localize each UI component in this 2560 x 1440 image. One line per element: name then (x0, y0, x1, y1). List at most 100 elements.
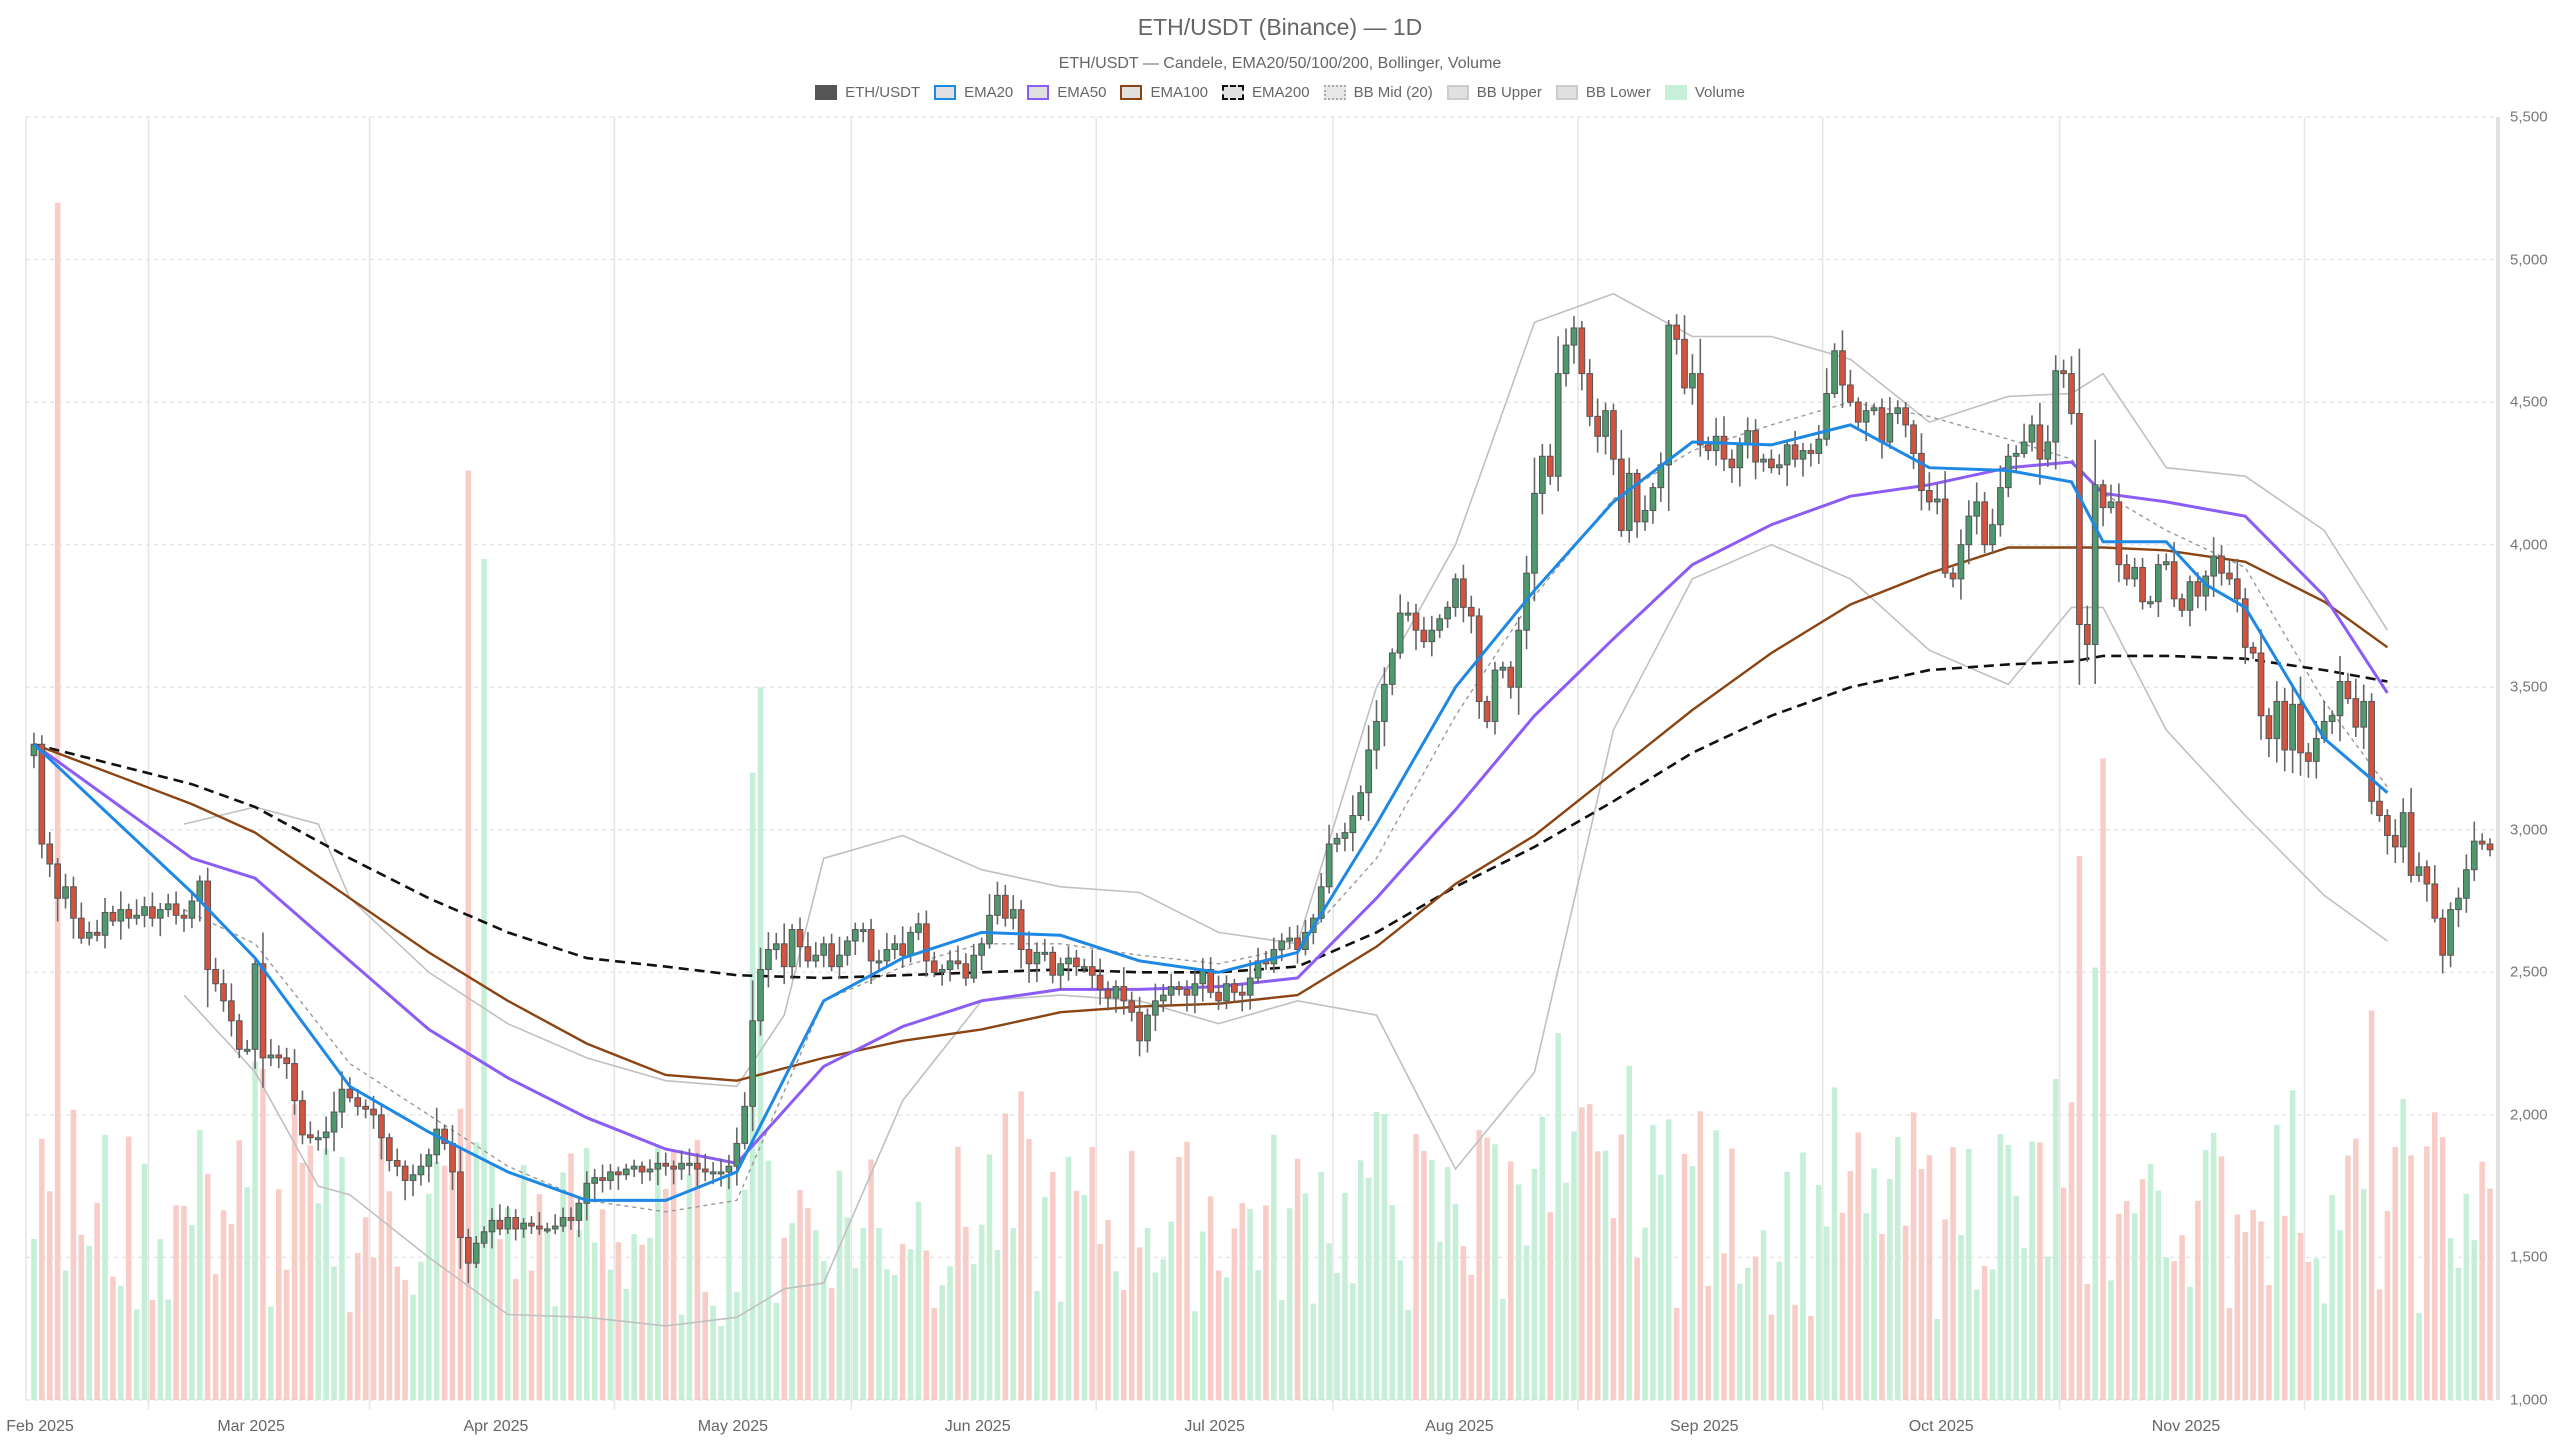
legend-item-ema50[interactable]: EMA50 (1027, 84, 1106, 101)
volume-bar (1816, 1185, 1822, 1400)
volume-bar (1405, 1309, 1411, 1400)
candle-down (204, 880, 212, 970)
volume-bar (1934, 1318, 1940, 1400)
candle-down (1941, 498, 1949, 574)
candle-up (851, 929, 859, 942)
volume-bar (2274, 1124, 2280, 1400)
volume-bar (86, 1245, 92, 1400)
candle-up (1499, 666, 1507, 671)
volume-bar (813, 1230, 819, 1400)
candle-up (1341, 832, 1349, 839)
candle-up (1602, 410, 1609, 437)
volume-bar (1555, 1033, 1561, 1400)
candle-up (1997, 487, 2004, 526)
candle-down (1507, 666, 1515, 688)
volume-bar (1073, 1190, 1080, 1400)
legend-item-bb-lower[interactable]: BB Lower (1555, 84, 1651, 101)
candle-down (512, 1217, 520, 1230)
volume-bar (1721, 1253, 1727, 1400)
candle-down (1839, 350, 1846, 386)
volume-bar (39, 1138, 45, 1400)
candle-up (1144, 1014, 1151, 1042)
volume-bar (765, 1160, 772, 1400)
candle-up (1333, 837, 1341, 845)
candle-up (2044, 441, 2052, 460)
candle-up (2162, 561, 2170, 566)
legend-item-bb-upper[interactable]: BB Upper (1446, 84, 1542, 101)
bb-upper-line (183, 292, 2389, 1088)
volume-bar (536, 1194, 543, 1400)
volume-bar (686, 1174, 693, 1400)
candle-down (2281, 700, 2289, 751)
candle-up (765, 949, 772, 970)
volume-bar (1508, 1161, 1514, 1400)
candle-down (528, 1222, 535, 1227)
volume-bar (441, 1165, 448, 1400)
volume-bar (1231, 1228, 1238, 1400)
candle-up (2147, 601, 2154, 605)
y-tick-label: 1,500 (2510, 1248, 2548, 1266)
volume-bar (2084, 1283, 2091, 1400)
legend-item-ema200[interactable]: EMA200 (1222, 84, 1310, 101)
volume-bar (189, 1225, 195, 1400)
volume-bar (986, 1154, 993, 1400)
volume-bar (2037, 1142, 2043, 1400)
volume-bar (2052, 1079, 2059, 1400)
volume-bar (560, 1172, 566, 1400)
volume-bar (1318, 1171, 1324, 1400)
legend-item-ema20[interactable]: EMA20 (934, 84, 1013, 101)
candle-down (1231, 983, 1238, 993)
candle-up (607, 1171, 614, 1181)
candle-up (1823, 393, 1831, 440)
volume-bar (110, 1276, 116, 1400)
candle-up (938, 968, 946, 973)
volume-bar (2360, 1188, 2367, 1400)
candle-down (638, 1165, 646, 1173)
candle-up (1641, 509, 1649, 523)
volume-bar (1784, 1171, 1790, 1400)
volume-bar (1247, 1208, 1253, 1400)
candle-up (314, 1137, 322, 1141)
volume-bar (726, 1174, 732, 1400)
volume-bar (1531, 1168, 1538, 1400)
volume-bar (1776, 1261, 1783, 1400)
candle-down (2486, 843, 2494, 851)
candle-up (425, 1154, 433, 1167)
volume-bar (1823, 1226, 1830, 1400)
volume-bar (252, 1061, 258, 1400)
volume-bar (347, 1312, 353, 1400)
candle-down (172, 903, 180, 916)
candle-up (1159, 994, 1167, 1002)
volume-bar (2416, 1313, 2422, 1400)
volume-bar (1871, 1168, 1877, 1400)
volume-bar (2439, 1137, 2446, 1400)
volume-bar (141, 1163, 148, 1400)
candle-down (2407, 812, 2415, 876)
volume-bar (473, 1142, 479, 1400)
candle-up (1799, 450, 1807, 460)
candle-down (1720, 435, 1728, 460)
volume-bar (915, 1201, 922, 1400)
candle-down (125, 909, 133, 919)
candle-up (164, 903, 172, 911)
volume-bar (789, 1223, 795, 1400)
volume-bar (465, 470, 472, 1400)
x-tick-label: Nov 2025 (2151, 1418, 2221, 1435)
volume-bar (394, 1266, 400, 1400)
volume-bar (1942, 1219, 1948, 1400)
volume-bar (1160, 1259, 1167, 1400)
legend-item-ema100[interactable]: EMA100 (1120, 84, 1208, 101)
volume-bar (1255, 1270, 1261, 1400)
volume-bar (584, 1148, 590, 1400)
volume-bar (315, 1203, 322, 1400)
volume-bar (410, 1294, 416, 1400)
volume-bar (2155, 1190, 2162, 1400)
candle-up (836, 954, 843, 968)
legend-item-volume[interactable]: Volume (1664, 84, 1745, 101)
candle-down (1752, 430, 1759, 463)
legend-item-bb-mid-20-[interactable]: BB Mid (20) (1323, 84, 1433, 101)
volume-bar (884, 1269, 890, 1400)
candle-up (717, 1171, 725, 1175)
legend-item-eth-usdt[interactable]: ETH/USDT (815, 84, 920, 101)
